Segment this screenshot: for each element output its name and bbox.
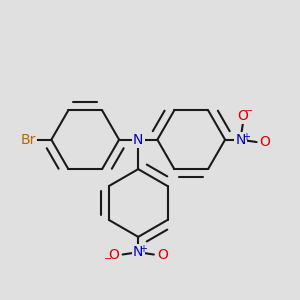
- Text: +: +: [140, 244, 148, 254]
- Text: +: +: [242, 132, 250, 142]
- Text: −: −: [245, 106, 253, 116]
- Text: O: O: [157, 248, 168, 262]
- Text: O: O: [260, 135, 270, 149]
- Text: Br: Br: [21, 133, 36, 147]
- Text: −: −: [104, 254, 112, 264]
- Text: N: N: [133, 133, 143, 147]
- Text: O: O: [108, 248, 119, 262]
- Text: N: N: [133, 245, 143, 259]
- Text: O: O: [237, 109, 248, 123]
- Text: N: N: [235, 133, 246, 147]
